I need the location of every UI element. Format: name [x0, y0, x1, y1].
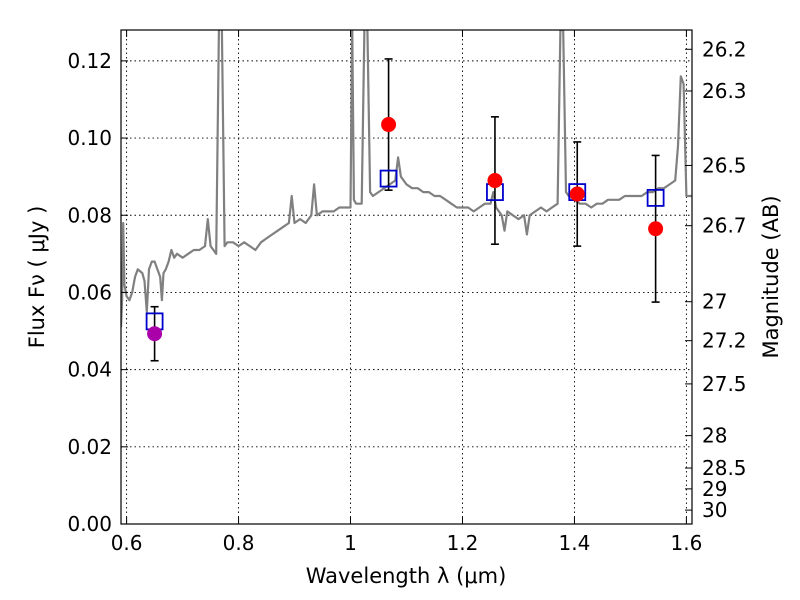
y-tick-label: 0.08	[67, 203, 112, 227]
observed-flux-point	[648, 221, 664, 237]
x-axis-ticks: 0.6 0.8 1 1.2 1.4 1.6	[111, 30, 702, 555]
model-photometry-square	[646, 188, 665, 207]
x-tick-label: 1.2	[447, 531, 479, 555]
magnitude-tick-label: 28	[702, 424, 727, 448]
model-photometry-square	[379, 169, 398, 188]
y-tick-label: 0.04	[67, 358, 112, 382]
y-tick-label: 0.02	[67, 435, 112, 459]
magnitude-tick-label: 26.7	[702, 214, 747, 238]
y-axis-title: Flux Fν ( μJy )	[25, 206, 49, 349]
observed-flux-markers	[147, 117, 664, 342]
model-spectrum-line	[121, 30, 692, 328]
magnitude-tick-label: 28.5	[702, 456, 747, 480]
x-tick-label: 0.6	[111, 531, 143, 555]
x-tick-label: 1.6	[670, 531, 702, 555]
right-axis-title: Magnitude (AB)	[759, 195, 783, 358]
magnitude-tick-label: 26.5	[702, 153, 747, 177]
magnitude-tick-label: 26.2	[702, 37, 747, 61]
x-tick-label: 1.4	[559, 531, 591, 555]
observed-flux-point	[569, 186, 585, 202]
magnitude-tick-label: 26.3	[702, 79, 747, 103]
x-tick-label: 0.8	[223, 531, 255, 555]
magnitude-tick-label: 27.2	[702, 329, 747, 353]
model-spectrum	[121, 30, 692, 328]
magnitude-tick-label: 27.5	[702, 372, 747, 396]
magnitude-tick-label: 27	[702, 290, 727, 314]
observed-flux-point	[487, 173, 503, 189]
y-tick-label: 0.06	[67, 280, 112, 304]
x-axis-title: Wavelength λ (μm)	[306, 564, 507, 588]
plot-frame	[120, 29, 693, 525]
y-tick-label: 0.10	[67, 126, 112, 150]
magnitude-tick-label: 29	[702, 477, 727, 501]
observed-flux-point	[381, 117, 397, 133]
x-tick-label: 1	[344, 531, 357, 555]
y-tick-label: 0.12	[67, 49, 112, 73]
y-axis-ticks: 0.00 0.02 0.04 0.06 0.08 0.10 0.12	[67, 49, 128, 536]
grid-lines	[121, 30, 692, 525]
error-bars	[150, 58, 660, 362]
y-tick-label: 0.00	[67, 512, 112, 536]
magnitude-tick-label: 30	[702, 498, 727, 522]
observed-flux-point	[147, 326, 163, 342]
